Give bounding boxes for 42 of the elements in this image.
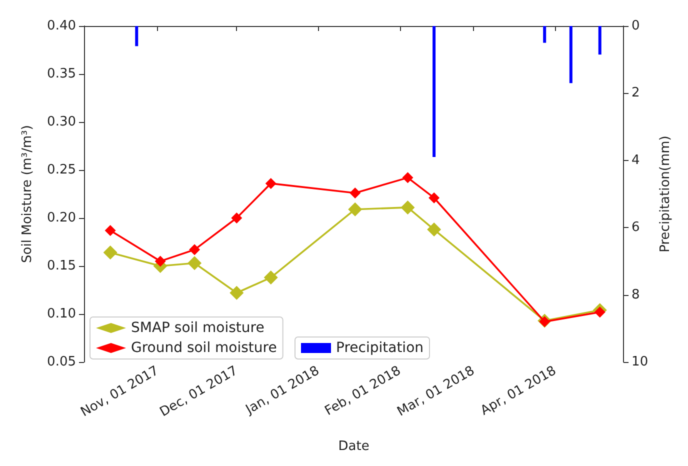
point bbox=[231, 212, 242, 224]
y2-tick-label: 4 bbox=[632, 152, 640, 168]
y2-tick-label: 10 bbox=[632, 354, 648, 370]
y-axis-title: Soil Moisture (m³/m³) bbox=[20, 125, 35, 263]
point bbox=[400, 200, 415, 214]
bar bbox=[543, 26, 546, 43]
y-tick-label: 0.30 bbox=[47, 114, 76, 130]
bar bbox=[598, 26, 602, 55]
y2-tick-label: 6 bbox=[632, 220, 640, 236]
bar bbox=[135, 26, 138, 46]
bar bbox=[432, 26, 436, 158]
y2-axis-title: Precipitation(mm) bbox=[658, 136, 673, 252]
point bbox=[154, 256, 166, 267]
point bbox=[539, 316, 550, 328]
y-tick-label: 0.05 bbox=[47, 354, 76, 370]
legend-label: Precipitation bbox=[336, 340, 424, 356]
legend-label: SMAP soil moisture bbox=[131, 320, 264, 336]
y-tick-label: 0.40 bbox=[47, 18, 76, 34]
point bbox=[427, 222, 442, 237]
y-tick-label: 0.15 bbox=[47, 258, 76, 274]
point bbox=[104, 224, 116, 236]
point bbox=[264, 270, 278, 285]
point bbox=[265, 178, 276, 189]
point bbox=[402, 172, 414, 184]
point bbox=[348, 202, 362, 216]
y-tick-label: 0.10 bbox=[47, 306, 76, 322]
legend-label: Ground soil moisture bbox=[131, 340, 277, 356]
point bbox=[428, 192, 440, 204]
point bbox=[103, 246, 118, 260]
point bbox=[188, 256, 202, 270]
y2-tick-label: 8 bbox=[632, 287, 640, 302]
point bbox=[350, 188, 361, 199]
bar bbox=[569, 26, 572, 84]
x-axis-title: Date bbox=[338, 439, 370, 454]
y-tick-label: 0.25 bbox=[47, 162, 76, 178]
point bbox=[594, 306, 606, 318]
y2-tick-label: 0 bbox=[632, 18, 640, 34]
point bbox=[189, 244, 200, 256]
y-tick-label: 0.35 bbox=[47, 66, 76, 82]
y2-tick-label: 2 bbox=[632, 86, 640, 101]
point bbox=[230, 286, 244, 300]
y-tick-label: 0.20 bbox=[47, 210, 76, 226]
